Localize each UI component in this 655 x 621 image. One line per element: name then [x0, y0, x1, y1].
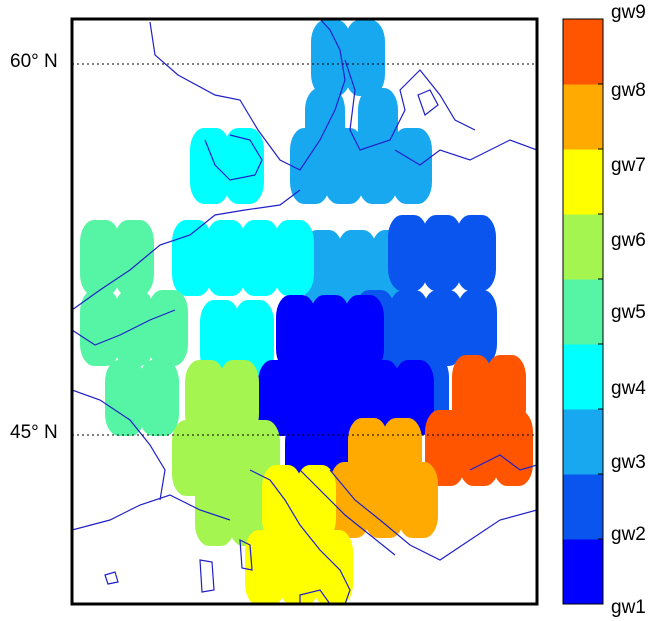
region-gw5: [80, 220, 188, 436]
coastline-baltic: [344, 59, 476, 151]
region-cell-gw1-2: [310, 295, 350, 371]
grid-regions: [80, 20, 533, 604]
region-cell-gw6-2: [219, 360, 259, 436]
region-gw7: [245, 465, 353, 604]
region-cell-gw4-4: [206, 220, 246, 296]
region-gw8: [330, 418, 438, 538]
region-cell-gw3-1: [311, 20, 351, 96]
island-sardinia: [199, 559, 215, 593]
island-gotland: [417, 89, 439, 116]
region-gw4: [172, 128, 314, 376]
colorbar-band-gw2: [563, 474, 603, 540]
coastline-north-sea: [72, 189, 301, 311]
region-cell-gw4-5: [240, 220, 280, 296]
region-cell-gw4-6: [274, 220, 314, 296]
region-cell-gw5-1: [80, 220, 120, 296]
region-cell-gw2-3: [456, 215, 496, 291]
lat-label-45: 45° N: [10, 422, 58, 443]
region-cell-gw8-5: [398, 462, 438, 538]
region-gw6: [172, 360, 280, 546]
region-cell-gw1-6: [326, 360, 366, 436]
region-cell-gw2-1: [388, 215, 428, 291]
region-cell-gw4-1: [190, 128, 230, 204]
coastline-channel: [72, 309, 176, 346]
region-cell-gw3-2: [345, 20, 385, 96]
region-cell-gw4-8: [234, 300, 274, 376]
coastline-scandinavia: [149, 19, 346, 171]
region-cell-gw5-7: [139, 360, 179, 436]
region-cell-gw7-5: [313, 530, 353, 604]
colorbar-band-gw9: [563, 19, 603, 85]
region-cell-gw3-8: [392, 128, 432, 204]
island-corsica: [239, 538, 253, 571]
region-cell-gw1-3: [344, 295, 384, 371]
region-cell-gw7-2: [296, 465, 336, 541]
colorbar-band-gw6: [563, 214, 603, 280]
region-cell-gw9-3: [425, 410, 465, 486]
region-cell-gw4-7: [200, 300, 240, 376]
region-cell-gw8-4: [364, 462, 404, 538]
region-cell-gw4-2: [224, 128, 264, 204]
colorbar-band-gw7: [563, 149, 603, 215]
colorbar-band-gw5: [563, 279, 603, 345]
coastline-gulf: [394, 139, 537, 166]
region-cell-gw7-3: [245, 530, 285, 604]
colorbar-label-gw3: gw3: [611, 452, 646, 473]
coastlines: [72, 19, 537, 604]
colorbar-band-gw8: [563, 84, 603, 150]
region-cell-gw5-6: [105, 360, 145, 436]
island-mallorca: [104, 571, 119, 585]
region-cell-gw6-7: [229, 470, 269, 546]
region-cell-gw6-6: [195, 470, 235, 546]
region-cell-gw6-1: [185, 360, 225, 436]
colorbar-label-gw5: gw5: [611, 302, 646, 323]
colorbar-label-gw7: gw7: [611, 155, 646, 176]
coastline-denmark: [204, 134, 263, 181]
region-cell-gw3-6: [324, 128, 364, 204]
colorbar-label-gw4: gw4: [611, 378, 646, 399]
region-cell-gw1-8: [394, 360, 434, 436]
colorbar: [562, 18, 604, 605]
colorbar-band-gw1: [563, 539, 603, 605]
coastline-adriatic: [329, 469, 537, 561]
region-cell-gw1-1: [276, 295, 316, 371]
region-cell-gw7-4: [279, 530, 319, 604]
colorbar-label-gw1: gw1: [611, 597, 646, 618]
region-cell-gw7-1: [262, 465, 302, 541]
region-cell-gw2-7: [457, 290, 497, 366]
colorbar-band-gw3: [563, 409, 603, 475]
coastline-iberia: [72, 494, 231, 531]
coastline-italy-east: [299, 469, 396, 556]
colorbar-frame: [562, 18, 604, 605]
colorbar-label-gw6: gw6: [611, 230, 646, 251]
colorbar-label-gw9: gw9: [611, 2, 646, 23]
region-cell-gw2-5: [389, 290, 429, 366]
lat-label-60: 60° N: [10, 51, 58, 72]
region-cell-gw9-4: [459, 410, 499, 486]
map-frame: [70, 17, 539, 606]
region-cell-gw5-3: [80, 290, 120, 366]
region-cell-gw3-5: [290, 128, 330, 204]
coastline-france-west: [72, 389, 166, 501]
colorbar-label-gw2: gw2: [611, 524, 646, 545]
coastline-italy-west: [249, 469, 351, 604]
island-sicily: [299, 589, 331, 604]
region-cell-gw1-4: [258, 360, 298, 436]
region-cell-gw3-10: [337, 230, 377, 306]
coastline-black-sea: [469, 454, 537, 471]
region-cell-gw2-2: [422, 215, 462, 291]
region-gw9: [425, 355, 533, 486]
colorbar-band-gw4: [563, 344, 603, 410]
region-cell-gw9-5: [493, 410, 533, 486]
colorbar-label-gw8: gw8: [611, 80, 646, 101]
region-cell-gw5-5: [148, 290, 188, 366]
region-cell-gw8-3: [330, 462, 370, 538]
region-cell-gw1-5: [292, 360, 332, 436]
region-cell-gw2-6: [423, 290, 463, 366]
region-cell-gw5-2: [114, 220, 154, 296]
region-cell-gw4-3: [172, 220, 212, 296]
region-cell-gw1-7: [360, 360, 400, 436]
